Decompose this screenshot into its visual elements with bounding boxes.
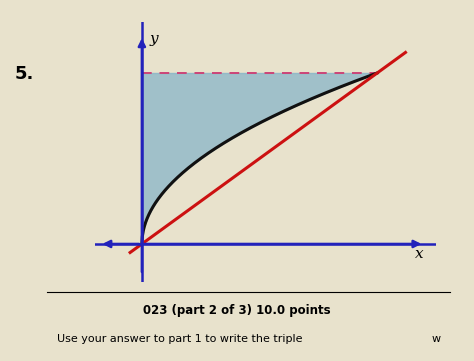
Text: Use your answer to part 1 to write the triple: Use your answer to part 1 to write the t… xyxy=(57,334,303,344)
Text: w: w xyxy=(431,334,441,344)
Text: x: x xyxy=(415,247,424,261)
Text: y: y xyxy=(149,32,158,46)
Text: 023 (part 2 of 3) 10.0 points: 023 (part 2 of 3) 10.0 points xyxy=(143,304,331,317)
Text: 5.: 5. xyxy=(14,65,34,83)
